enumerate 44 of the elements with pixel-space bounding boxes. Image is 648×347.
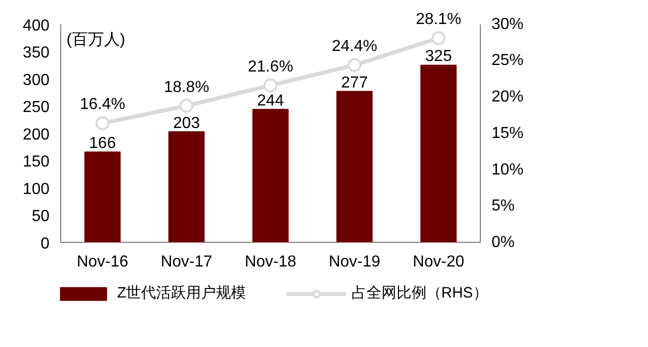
y-tick-label: 50 [32,208,50,226]
x-tick-label: Nov-20 [412,254,464,270]
x-tick-label: Nov-18 [244,254,296,270]
y2-tick-label: 15% [492,124,524,142]
x-tick-label: Nov-16 [76,254,128,270]
y2-tick-label: 30% [492,16,524,33]
data-label: 16.4% [80,96,126,114]
point [348,58,362,72]
data-label: 203 [173,114,200,132]
x-tick-label: Nov-19 [328,254,380,270]
data-label: 325 [425,48,452,66]
y2-tick-label: 5% [492,198,515,215]
y-tick-label: 0 [40,236,50,252]
legend-label: Z世代活跃用户规模 [117,284,246,302]
point [96,116,110,130]
y2-tick-label: 20% [492,88,524,106]
bar [252,108,289,242]
y2-tick-label: 10% [492,161,524,178]
data-label: 277 [341,74,368,92]
y2-tick-label: 25% [492,52,524,70]
y-tick-label: 250 [22,99,50,116]
data-label: 24.4% [332,38,378,56]
data-label: 166 [89,134,116,152]
bar [168,131,205,242]
point [264,78,278,92]
y-tick-label: 150 [22,154,50,171]
bar [84,151,121,242]
y-tick-label: 100 [22,180,50,198]
data-label: 244 [257,92,284,110]
y-axis-title: (百万人) [66,31,126,48]
y2-tick-label: 0% [492,234,515,251]
x-tick-label: Nov-17 [160,254,212,270]
y-tick-label: 350 [22,44,50,62]
data-label: 21.6% [248,58,294,76]
bar [420,64,457,242]
bar [336,90,373,242]
y-tick-label: 400 [22,17,50,34]
data-label: 28.1% [416,11,462,28]
legend-label: 占全网比例（RHS） [351,284,481,302]
y-tick-label: 200 [22,126,50,144]
point [180,98,194,113]
point [432,31,446,46]
y-tick-label: 300 [22,72,50,89]
data-label: 18.8% [164,78,210,96]
